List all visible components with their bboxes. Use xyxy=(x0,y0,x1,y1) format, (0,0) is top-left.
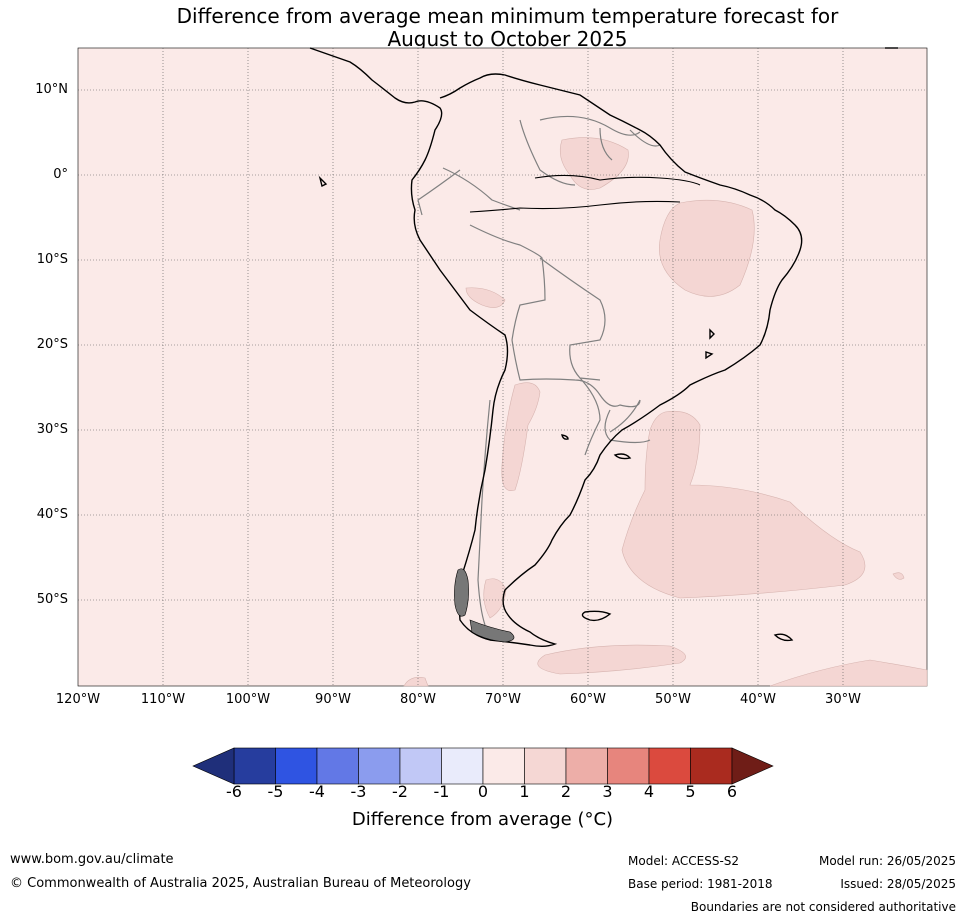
colorbar-segment xyxy=(607,747,650,785)
colorbar-segment xyxy=(233,747,276,785)
colorbar-tick-label: -4 xyxy=(309,782,325,801)
anomaly-patches xyxy=(403,137,928,687)
colorbar-tick-label: -3 xyxy=(350,782,367,801)
colorbar-tick-label: 0 xyxy=(477,782,489,801)
colorbar-tick-label: -2 xyxy=(392,782,408,801)
colorbar-under-arrow xyxy=(192,747,235,785)
colorbar-tick-label: 6 xyxy=(726,782,738,801)
chilean-archipelago xyxy=(454,568,515,643)
footer-website: www.bom.gov.au/climate xyxy=(10,852,174,867)
colorbar-tick-label: -6 xyxy=(226,782,242,801)
anomaly-patch-small-east xyxy=(892,572,905,580)
footer-disclaimer: Boundaries are not considered authoritat… xyxy=(690,900,956,914)
footer-base-period: Base period: 1981-2018 xyxy=(628,877,773,891)
footer-copyright: © Commonwealth of Australia 2025, Austra… xyxy=(10,876,471,891)
lon-label-80w: 80°W xyxy=(400,692,436,707)
colorbar-segment xyxy=(441,747,484,785)
lat-label-10s: 10°S xyxy=(36,252,68,267)
colorbar-tick-label: -5 xyxy=(267,782,284,801)
colorbar-over-arrow xyxy=(731,747,774,785)
colorbar-segment xyxy=(648,747,691,785)
colorbar-segment xyxy=(358,747,401,785)
footer-issued: Issued: 28/05/2025 xyxy=(840,877,956,891)
colorbar-segment xyxy=(399,747,442,785)
anomaly-patch-peru xyxy=(465,287,506,308)
lat-label-10n: 10°N xyxy=(35,82,68,97)
coastlines xyxy=(309,47,898,647)
forecast-map xyxy=(77,47,928,687)
lon-label-70w: 70°W xyxy=(485,692,521,707)
lon-label-30w: 30°W xyxy=(825,692,861,707)
colorbar-segment xyxy=(690,747,733,785)
colorbar-label: Difference from average (°C) xyxy=(351,809,614,830)
footer-model-run: Model run: 26/05/2025 xyxy=(818,854,956,868)
lat-label-50s: 50°S xyxy=(36,592,68,607)
colorbar-segment xyxy=(275,747,318,785)
anomaly-patch-brazil-north xyxy=(658,199,755,297)
anomaly-patch-argentina-north xyxy=(501,382,541,492)
colorbar-segment xyxy=(482,747,525,785)
lon-label-50w: 50°W xyxy=(655,692,691,707)
rivers xyxy=(469,174,701,213)
colorbar-tick-label: 1 xyxy=(519,782,530,801)
lon-label-40w: 40°W xyxy=(740,692,776,707)
colorbar-tick-label: 5 xyxy=(685,782,696,801)
lat-label-30s: 30°S xyxy=(36,422,68,437)
colorbar-tick-label: 4 xyxy=(643,782,655,801)
footer-model: Model: ACCESS-S2 xyxy=(628,854,740,868)
anomaly-patch-small-south xyxy=(403,677,429,687)
colorbar-segment xyxy=(565,747,608,785)
lon-label-110w: 110°W xyxy=(140,692,186,707)
anomaly-patch-southeast xyxy=(769,659,928,687)
anomaly-patch-patagonia xyxy=(483,578,507,619)
map-title-line1: Difference from average mean minimum tem… xyxy=(176,4,839,28)
lon-label-60w: 60°W xyxy=(570,692,606,707)
anomaly-patch-atlantic xyxy=(621,411,866,599)
colorbar-segment xyxy=(524,747,567,785)
lat-label-40s: 40°S xyxy=(36,507,68,522)
colorbar-tick-label: 3 xyxy=(602,782,613,801)
lon-label-90w: 90°W xyxy=(315,692,351,707)
colorbar xyxy=(192,747,774,785)
map-gridlines xyxy=(78,48,927,686)
anomaly-patch-south-atlantic xyxy=(537,644,686,675)
lon-label-100w: 100°W xyxy=(225,692,271,707)
lat-label-20s: 20°S xyxy=(36,337,68,352)
map-title-line2: August to October 2025 xyxy=(387,27,628,51)
lon-label-120w: 120°W xyxy=(55,692,101,707)
colorbar-segment xyxy=(316,747,359,785)
country-borders xyxy=(417,115,661,626)
lat-label-0: 0° xyxy=(53,167,68,182)
colorbar-tick-label: -1 xyxy=(433,782,450,801)
colorbar-tick-label: 2 xyxy=(560,782,572,801)
